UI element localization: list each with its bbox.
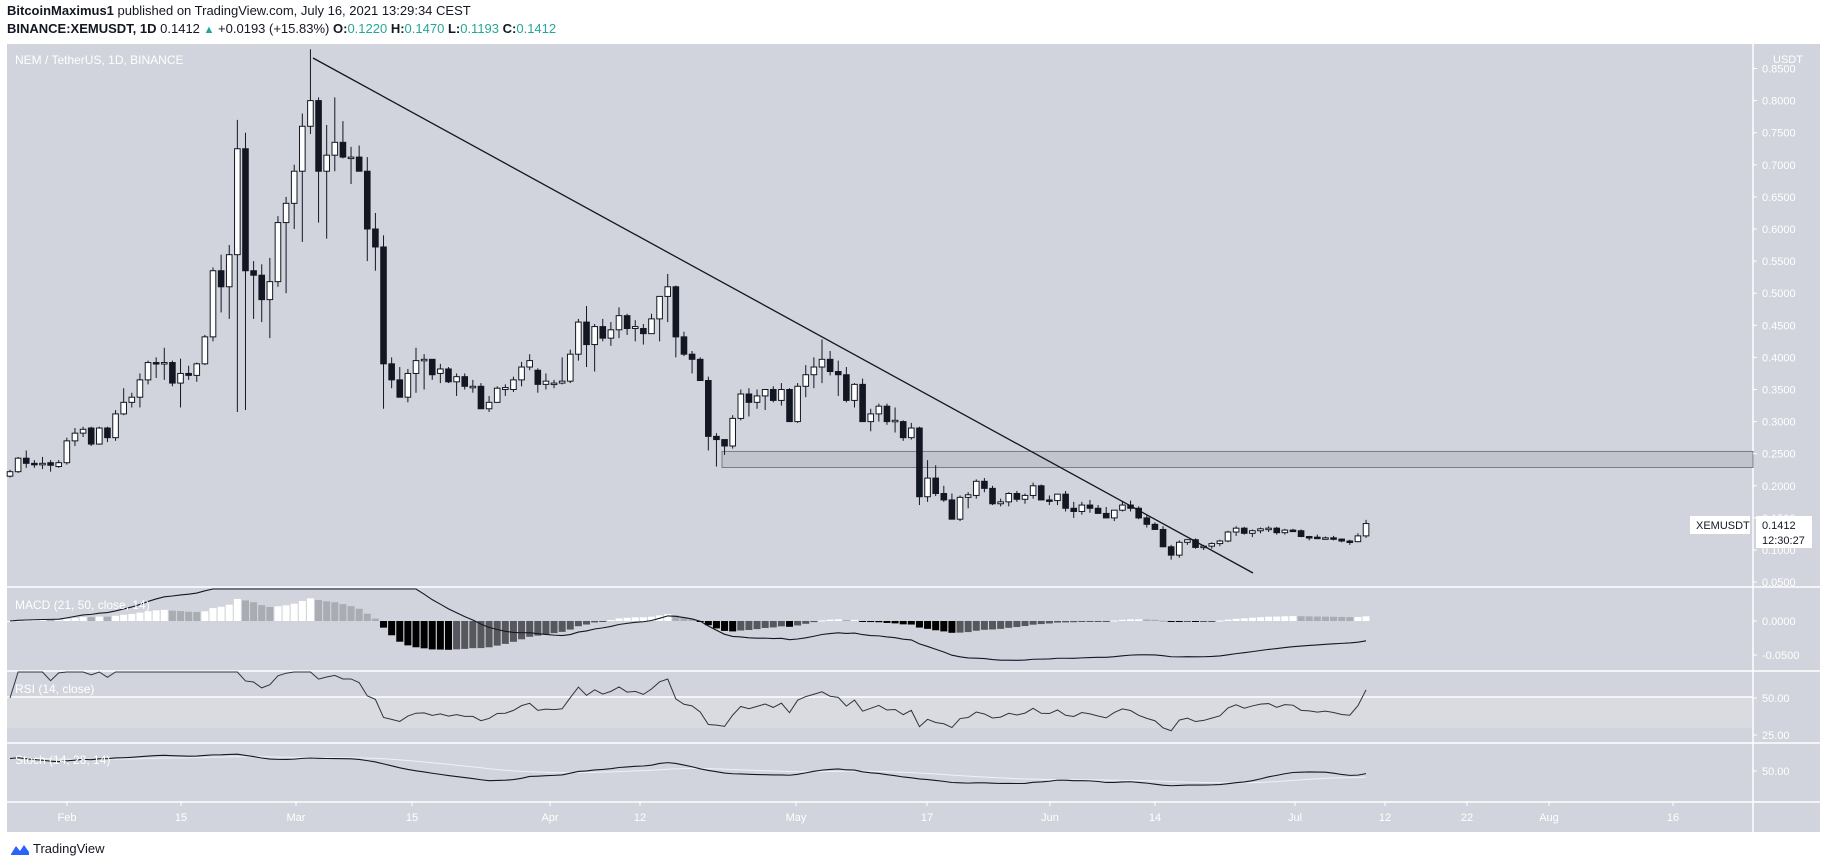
time-tick-label: 12 — [1379, 812, 1391, 824]
price-tick-label: 0.2500 — [1762, 449, 1796, 461]
time-tick-label: Jun — [1041, 812, 1059, 824]
price-tick-label: 0.3000 — [1762, 417, 1796, 429]
symbol-label: BINANCE:XEMUSDT, 1D — [7, 21, 157, 36]
time-tick-label: 15 — [175, 812, 187, 824]
time-tick-label: May — [786, 812, 807, 824]
author-name[interactable]: BitcoinMaximus1 — [7, 3, 114, 18]
symbol-info: BINANCE:XEMUSDT, 1D 0.1412 ▲ +0.0193 (+1… — [7, 21, 556, 36]
indicator-tick-label: 50.00 — [1762, 766, 1790, 778]
publish-info: BitcoinMaximus1 published on TradingView… — [7, 3, 471, 18]
rsi-pane — [9, 671, 1367, 732]
time-tick-label: 17 — [921, 812, 933, 824]
last-price: 0.1412 — [160, 21, 200, 36]
open-label: O: — [332, 21, 348, 36]
candles — [6, 49, 1370, 560]
symbol-tag: XEMUSDT — [1696, 520, 1750, 532]
stoch-pane — [9, 753, 1367, 787]
indicator-tick-label: 0.0000 — [1762, 616, 1796, 628]
time-tick-label: Jul — [1288, 812, 1302, 824]
last-price-tag: 0.1412 — [1762, 520, 1796, 532]
price-tick-label: 0.6500 — [1762, 192, 1796, 204]
price-change: +0.0193 (+15.83%) — [218, 21, 330, 36]
time-tick-label: Apr — [541, 812, 558, 824]
rsi-label: RSI (14, close) — [15, 682, 94, 696]
price-tick-label: 0.2000 — [1762, 481, 1796, 493]
last-price-label: XEMUSDT 0.1412 12:30:27 — [1690, 516, 1812, 548]
time-tick-label: 22 — [1461, 812, 1473, 824]
time-tick-label: 15 — [406, 812, 418, 824]
price-tick-label: 0.3500 — [1762, 385, 1796, 397]
footer: TradingView — [10, 841, 105, 856]
price-tick-label: 0.6000 — [1762, 224, 1796, 236]
high-value: 0.1470 — [404, 21, 445, 36]
macd-pane — [6, 588, 1370, 661]
price-tick-label: 0.8500 — [1762, 64, 1796, 76]
price-tick-label: 0.4000 — [1762, 352, 1796, 364]
indicator-tick-label: 50.00 — [1762, 693, 1790, 705]
time-tick-label: Mar — [287, 812, 306, 824]
price-tick-label: 0.5000 — [1762, 288, 1796, 300]
price-tick-label: 0.0500 — [1762, 577, 1796, 589]
time-tick-label: 16 — [1667, 812, 1679, 824]
low-label: L: — [447, 21, 461, 36]
time-tick-label: Feb — [58, 812, 77, 824]
low-value: 0.1193 — [460, 21, 500, 36]
time-tick-label: 12 — [634, 812, 646, 824]
price-tick-label: 0.4500 — [1762, 320, 1796, 332]
tradingview-logo-icon — [11, 844, 29, 855]
price-axis[interactable]: 0.8500 0.8000 0.7500 0.7000 0.6500 0.6000 0.55… — [1753, 64, 1799, 779]
published-text: published on TradingView.com, July 16, 2… — [117, 3, 471, 18]
countdown-tag: 12:30:27 — [1762, 535, 1805, 547]
high-label: H: — [390, 21, 405, 36]
price-tick-label: 0.8000 — [1762, 96, 1796, 108]
price-tick-label: 0.5500 — [1762, 256, 1796, 268]
indicator-tick-label: 25.00 — [1762, 730, 1790, 742]
price-tick-label: 0.7500 — [1762, 128, 1796, 140]
time-tick-label: Aug — [1539, 812, 1559, 824]
currency-label: USDT — [1773, 54, 1803, 66]
support-zone[interactable] — [721, 450, 1754, 469]
macd-label: MACD (21, 50, close, 14) — [15, 598, 150, 612]
chart-title: NEM / TetherUS, 1D, BINANCE — [15, 53, 184, 67]
close-value: 0.1412 — [516, 21, 557, 36]
descending-trendline[interactable] — [312, 57, 1254, 574]
indicator-tick-label: -0.0500 — [1762, 650, 1799, 662]
time-axis[interactable]: Feb 15 Mar 15 Apr 12 May 17 Jun 14 Jul 12 22 Aug 16 — [58, 802, 1680, 824]
up-arrow-icon: ▲ — [203, 24, 215, 36]
stoch-label: Stoch (14, 28, 14) — [15, 753, 110, 767]
price-tick-label: 0.7000 — [1762, 160, 1796, 172]
tradingview-brand[interactable]: TradingView — [33, 841, 105, 856]
open-value: 0.1220 — [347, 21, 388, 36]
rsi-band — [7, 697, 1753, 728]
close-label: C: — [502, 21, 517, 36]
time-tick-label: 14 — [1149, 812, 1161, 824]
